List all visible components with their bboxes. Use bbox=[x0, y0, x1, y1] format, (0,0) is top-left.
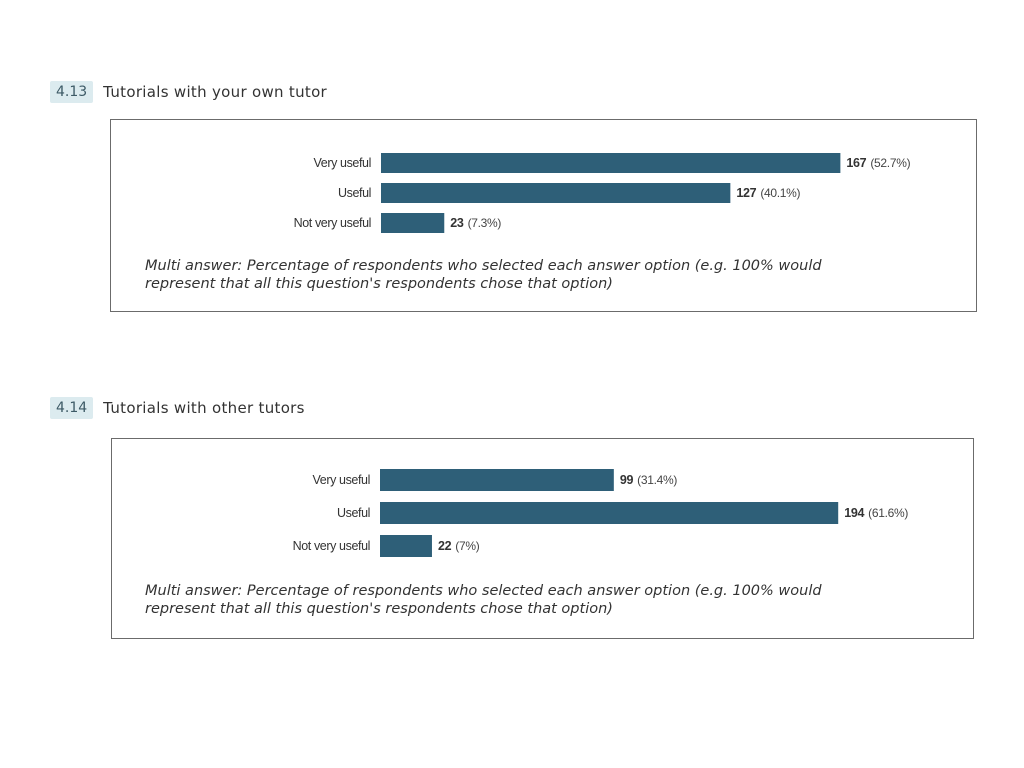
bar bbox=[381, 213, 445, 233]
question-number-badge: 4.14 bbox=[50, 397, 94, 419]
question-title: Tutorials with other tutors bbox=[103, 399, 305, 417]
bar-percent: (31.4%) bbox=[637, 473, 677, 487]
question-title: Tutorials with your own tutor bbox=[103, 83, 328, 101]
bar-value-label: 99 (31.4%) bbox=[620, 473, 678, 487]
chart-note: Multi answer: Percentage of respondents … bbox=[145, 582, 945, 618]
bar-value-label: 23 (7.3%) bbox=[450, 216, 501, 230]
chart-note-line-1: Multi answer: Percentage of respondents … bbox=[145, 583, 822, 599]
bar-count: 167 bbox=[846, 156, 866, 170]
question-header: 4.13 Tutorials with your own tutor bbox=[50, 80, 327, 104]
category-label: Useful bbox=[337, 506, 370, 520]
bar-count: 22 bbox=[438, 539, 452, 553]
chart-note-line-2: represent that all this question's respo… bbox=[145, 601, 613, 617]
bar-value-label: 167 (52.7%) bbox=[846, 156, 910, 170]
category-label: Useful bbox=[338, 186, 371, 200]
bar bbox=[381, 183, 731, 203]
bar bbox=[380, 502, 839, 524]
chart-panel: Very useful 99 (31.4%) Useful 194 (61.6%) Not … bbox=[111, 438, 974, 639]
chart-note-line-1: Multi answer: Percentage of respondents … bbox=[145, 258, 822, 274]
category-label: Very useful bbox=[313, 473, 370, 487]
bar bbox=[381, 153, 841, 173]
bar-value-label: 127 (40.1%) bbox=[736, 186, 800, 200]
bar-count: 99 bbox=[620, 473, 634, 487]
question-number-badge: 4.13 bbox=[50, 81, 94, 103]
chart-note-line-2: represent that all this question's respo… bbox=[145, 276, 613, 292]
category-label: Very useful bbox=[314, 156, 371, 170]
bar-chart: Very useful 167 (52.7%) Useful 127 (40.1%) Not… bbox=[294, 153, 911, 233]
category-label: Not very useful bbox=[293, 539, 370, 553]
bar-count: 23 bbox=[450, 216, 464, 230]
bar-count: 127 bbox=[736, 186, 756, 200]
bar-percent: (40.1%) bbox=[760, 186, 800, 200]
bar-percent: (7%) bbox=[455, 539, 479, 553]
chart-note: Multi answer: Percentage of respondents … bbox=[145, 257, 945, 293]
chart-panel: Very useful 167 (52.7%) Useful 127 (40.1%) Not… bbox=[110, 119, 977, 312]
question-header: 4.14 Tutorials with other tutors bbox=[50, 396, 305, 420]
bar-count: 194 bbox=[844, 506, 864, 520]
bar-value-label: 22 (7%) bbox=[438, 539, 480, 553]
bar-percent: (7.3%) bbox=[468, 216, 502, 230]
bar bbox=[380, 469, 614, 491]
bar-percent: (61.6%) bbox=[868, 506, 908, 520]
bar-value-label: 194 (61.6%) bbox=[844, 506, 908, 520]
bar bbox=[380, 535, 432, 557]
category-label: Not very useful bbox=[294, 216, 371, 230]
bar-percent: (52.7%) bbox=[870, 156, 910, 170]
bar-chart: Very useful 99 (31.4%) Useful 194 (61.6%) Not … bbox=[293, 469, 909, 557]
